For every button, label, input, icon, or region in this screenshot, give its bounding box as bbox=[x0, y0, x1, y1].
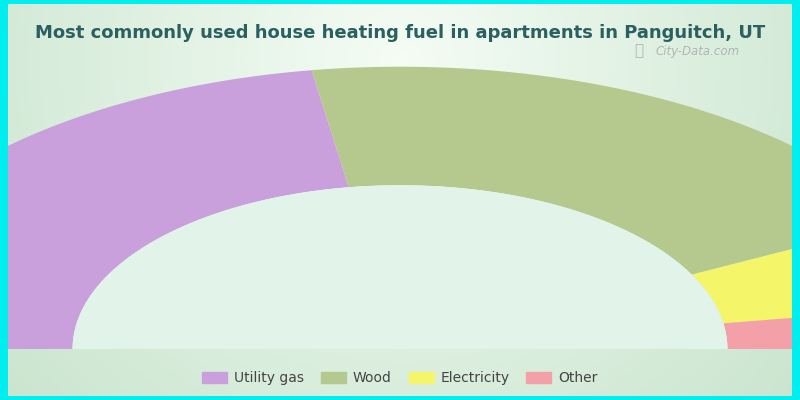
Legend: Utility gas, Wood, Electricity, Other: Utility gas, Wood, Electricity, Other bbox=[202, 371, 598, 385]
Polygon shape bbox=[692, 221, 800, 323]
Text: ⓘ: ⓘ bbox=[634, 44, 644, 58]
Polygon shape bbox=[73, 185, 727, 349]
Polygon shape bbox=[73, 185, 727, 349]
Polygon shape bbox=[312, 67, 800, 275]
Text: City-Data.com: City-Data.com bbox=[656, 44, 740, 58]
Text: Most commonly used house heating fuel in apartments in Panguitch, UT: Most commonly used house heating fuel in… bbox=[35, 24, 765, 42]
Polygon shape bbox=[0, 70, 349, 349]
Polygon shape bbox=[723, 305, 800, 349]
